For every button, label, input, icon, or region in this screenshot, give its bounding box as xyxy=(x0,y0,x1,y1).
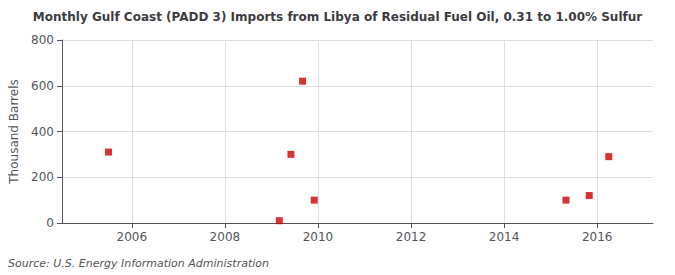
svg-text:2006: 2006 xyxy=(117,230,148,244)
svg-text:200: 200 xyxy=(31,170,54,184)
svg-text:2008: 2008 xyxy=(210,230,241,244)
svg-text:2010: 2010 xyxy=(303,230,334,244)
svg-text:Monthly Gulf Coast (PADD 3) Im: Monthly Gulf Coast (PADD 3) Imports from… xyxy=(33,10,642,24)
svg-text:600: 600 xyxy=(31,79,54,93)
svg-text:2016: 2016 xyxy=(582,230,613,244)
svg-text:800: 800 xyxy=(31,33,54,47)
svg-text:Thousand Barrels: Thousand Barrels xyxy=(7,79,21,184)
svg-text:2014: 2014 xyxy=(489,230,520,244)
svg-text:Source: U.S. Energy Informatio: Source: U.S. Energy Information Administ… xyxy=(8,257,269,270)
svg-text:2012: 2012 xyxy=(396,230,427,244)
svg-text:400: 400 xyxy=(31,125,54,139)
svg-text:0: 0 xyxy=(46,216,54,230)
